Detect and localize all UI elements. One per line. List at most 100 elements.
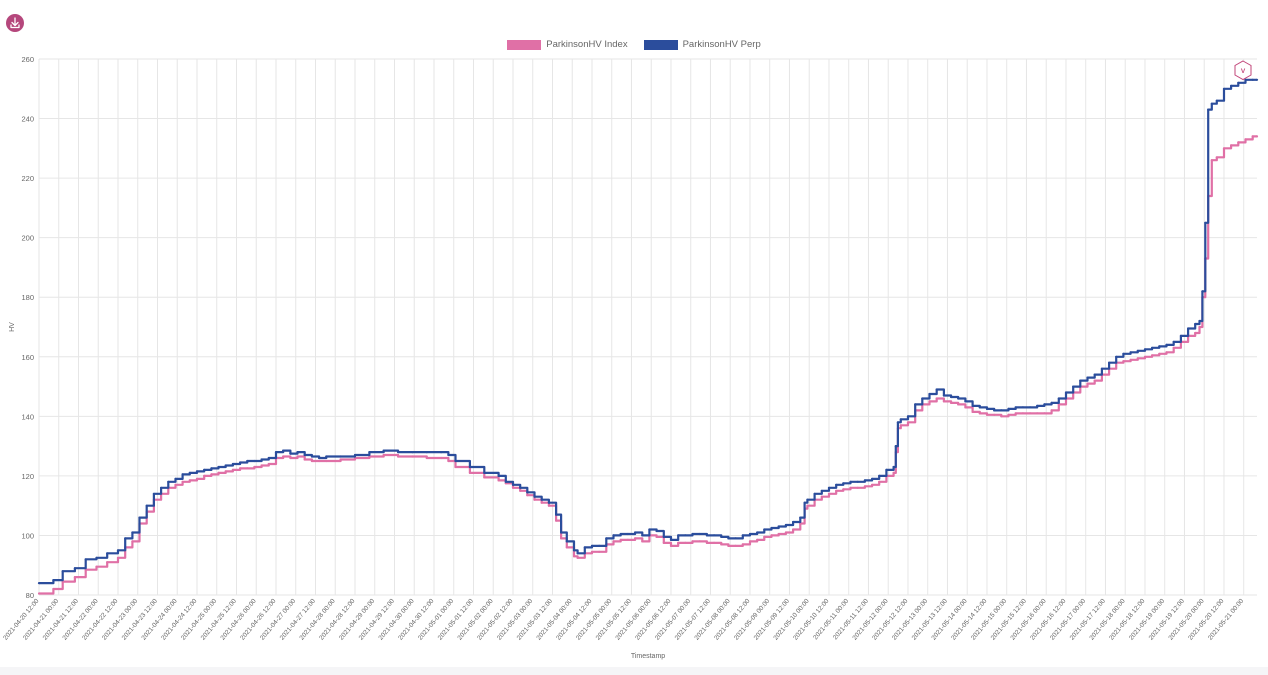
data-point-perp: [619, 532, 622, 536]
data-point-index: [598, 550, 601, 553]
data-point-index: [1021, 412, 1024, 415]
legend-item-perp[interactable]: ParkinsonHV Perp: [643, 39, 761, 50]
data-point-perp: [803, 501, 806, 504]
y-tick-label: 180: [21, 293, 34, 302]
data-point-perp: [267, 456, 270, 460]
x-tick-label: 2021-05-03 12:00: [516, 597, 555, 641]
x-tick-label: 2021-05-18 12:00: [1108, 597, 1147, 641]
data-point-perp: [906, 415, 910, 418]
x-tick-label: 2021-05-02 00:00: [456, 597, 495, 641]
data-point-perp: [368, 451, 371, 454]
data-point-perp: [1043, 403, 1046, 406]
data-point-perp: [52, 579, 55, 582]
y-tick-label: 100: [21, 531, 34, 540]
x-tick-label: 2021-05-13 00:00: [891, 597, 930, 641]
data-point-index: [713, 541, 716, 545]
data-point-perp: [274, 451, 278, 454]
data-point-index: [397, 455, 400, 458]
x-tick-label: 2021-05-15 12:00: [990, 597, 1029, 641]
data-point-index: [1143, 355, 1147, 358]
data-point-perp: [827, 486, 831, 489]
data-point-perp: [1172, 340, 1175, 343]
data-point-perp: [896, 421, 900, 424]
x-tick-label: 2021-05-01 00:00: [417, 597, 456, 641]
x-tick-label: 2021-04-29 00:00: [338, 597, 377, 641]
data-point-perp: [547, 501, 551, 504]
data-point-perp: [894, 445, 897, 448]
data-point-index: [770, 534, 773, 537]
data-point-index: [440, 456, 443, 460]
data-point-perp: [203, 468, 206, 471]
data-point-index: [684, 541, 687, 545]
data-point-perp: [878, 474, 881, 477]
data-point-perp: [289, 452, 292, 455]
data-point-index: [195, 477, 199, 480]
data-point-perp: [540, 498, 543, 501]
data-point-perp: [698, 532, 701, 536]
x-tick-label: 2021-05-04 12:00: [555, 597, 594, 641]
data-point-perp: [655, 529, 658, 533]
data-point-index: [1151, 354, 1154, 357]
data-point-index: [37, 592, 41, 595]
data-point-perp: [167, 480, 170, 483]
page-footer: [0, 667, 1268, 675]
data-point-perp: [1187, 327, 1190, 330]
data-point-perp: [741, 534, 744, 537]
data-point-index: [978, 412, 981, 415]
data-point-index: [454, 465, 457, 469]
data-point-index: [1000, 415, 1003, 418]
x-tick-label: 2021-05-20 00:00: [1167, 597, 1206, 641]
data-point-perp: [1165, 343, 1168, 346]
data-point-perp: [583, 546, 586, 549]
data-point-perp: [777, 525, 780, 528]
x-tick-label: 2021-04-24 12:00: [160, 597, 199, 641]
data-point-index: [325, 459, 328, 463]
data-point-index: [1165, 351, 1168, 354]
data-point-index: [425, 456, 428, 460]
data-point-perp: [669, 538, 673, 542]
x-tick-label: 2021-04-25 12:00: [200, 597, 239, 641]
data-point-perp: [1230, 84, 1233, 87]
data-point-perp: [1244, 78, 1247, 81]
data-point-index: [203, 474, 206, 477]
x-tick-label: 2021-05-07 00:00: [654, 597, 693, 641]
data-point-perp: [590, 544, 594, 548]
x-tick-label: 2021-05-12 12:00: [871, 597, 910, 641]
data-point-perp: [662, 535, 665, 539]
x-tick-label: 2021-05-15 00:00: [970, 597, 1009, 641]
data-point-index: [1251, 135, 1254, 138]
data-point-perp: [296, 451, 299, 454]
data-point-perp: [353, 453, 357, 457]
x-tick-label: 2021-05-10 12:00: [792, 597, 831, 641]
data-point-index: [519, 489, 522, 492]
data-point-perp: [677, 534, 680, 537]
data-point-index: [792, 528, 795, 531]
data-point-perp: [210, 467, 213, 470]
data-point-index: [1210, 159, 1213, 162]
y-tick-label: 220: [21, 174, 34, 183]
data-point-perp: [318, 456, 321, 460]
data-point-perp: [950, 395, 953, 399]
x-tick-label: 2021-05-18 00:00: [1088, 597, 1127, 641]
data-point-perp: [1036, 404, 1039, 407]
data-point-perp: [565, 540, 568, 543]
data-point-perp: [339, 455, 342, 458]
x-tick-label: 2021-04-20 12:00: [2, 597, 41, 641]
data-point-perp: [106, 552, 109, 555]
data-point-index: [950, 401, 953, 404]
data-point-index: [1255, 135, 1259, 138]
x-tick-label: 2021-05-21 00:00: [1207, 597, 1246, 641]
data-point-perp: [1255, 78, 1259, 81]
x-tick-label: 2021-05-16 12:00: [1029, 597, 1068, 641]
data-point-index: [116, 556, 120, 559]
data-point-index: [239, 467, 242, 470]
data-point-perp: [239, 461, 242, 464]
data-point-index: [669, 544, 673, 548]
data-point-index: [705, 541, 709, 545]
data-point-perp: [260, 458, 263, 461]
data-point-perp: [95, 556, 98, 559]
data-point-perp: [1201, 290, 1204, 293]
legend-item-index[interactable]: ParkinsonHV Index: [507, 39, 628, 50]
download-button[interactable]: [6, 14, 24, 32]
